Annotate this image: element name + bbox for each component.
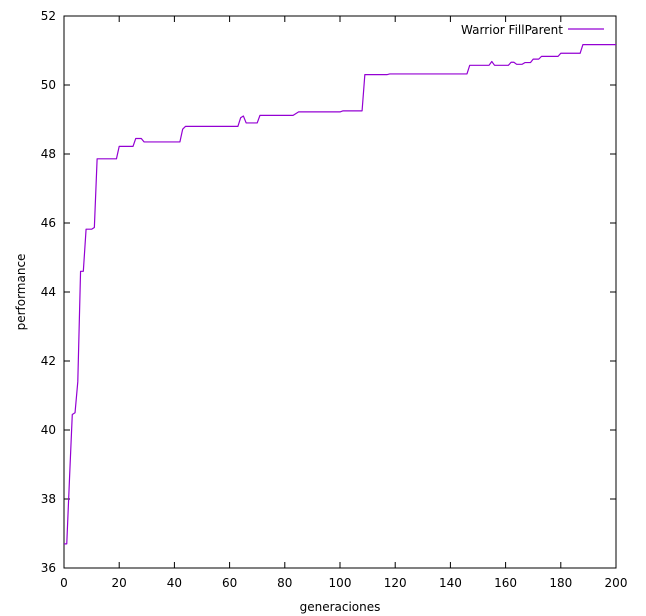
y-tick-label: 44 bbox=[41, 285, 56, 299]
y-tick-label: 40 bbox=[41, 423, 56, 437]
y-tick-label: 38 bbox=[41, 492, 56, 506]
y-tick-label: 42 bbox=[41, 354, 56, 368]
y-axis-title: performance bbox=[14, 254, 28, 331]
x-tick-label: 200 bbox=[605, 576, 628, 590]
x-tick-label: 80 bbox=[277, 576, 292, 590]
x-tick-label: 20 bbox=[112, 576, 127, 590]
y-tick-label: 52 bbox=[41, 9, 56, 23]
x-tick-label: 180 bbox=[549, 576, 572, 590]
x-tick-label: 40 bbox=[167, 576, 182, 590]
legend-label: Warrior FillParent bbox=[461, 23, 563, 37]
x-axis-title: generaciones bbox=[300, 600, 381, 614]
x-axis-ticks: 0 20 40 60 80 100 120 140 160 180 200 bbox=[60, 16, 627, 590]
y-tick-label: 36 bbox=[41, 561, 56, 575]
x-tick-label: 0 bbox=[60, 576, 68, 590]
plot-frame bbox=[63, 15, 617, 569]
x-tick-label: 60 bbox=[222, 576, 237, 590]
y-tick-label: 50 bbox=[41, 78, 56, 92]
y-axis-ticks: 36 38 40 42 44 46 48 50 52 bbox=[41, 9, 616, 575]
legend: Warrior FillParent bbox=[461, 23, 604, 37]
x-tick-label: 160 bbox=[494, 576, 517, 590]
x-tick-label: 100 bbox=[329, 576, 352, 590]
x-tick-label: 120 bbox=[384, 576, 407, 590]
series-line-warrior-fillparent bbox=[64, 44, 616, 545]
y-tick-label: 46 bbox=[41, 216, 56, 230]
y-tick-label: 48 bbox=[41, 147, 56, 161]
x-tick-label: 140 bbox=[439, 576, 462, 590]
